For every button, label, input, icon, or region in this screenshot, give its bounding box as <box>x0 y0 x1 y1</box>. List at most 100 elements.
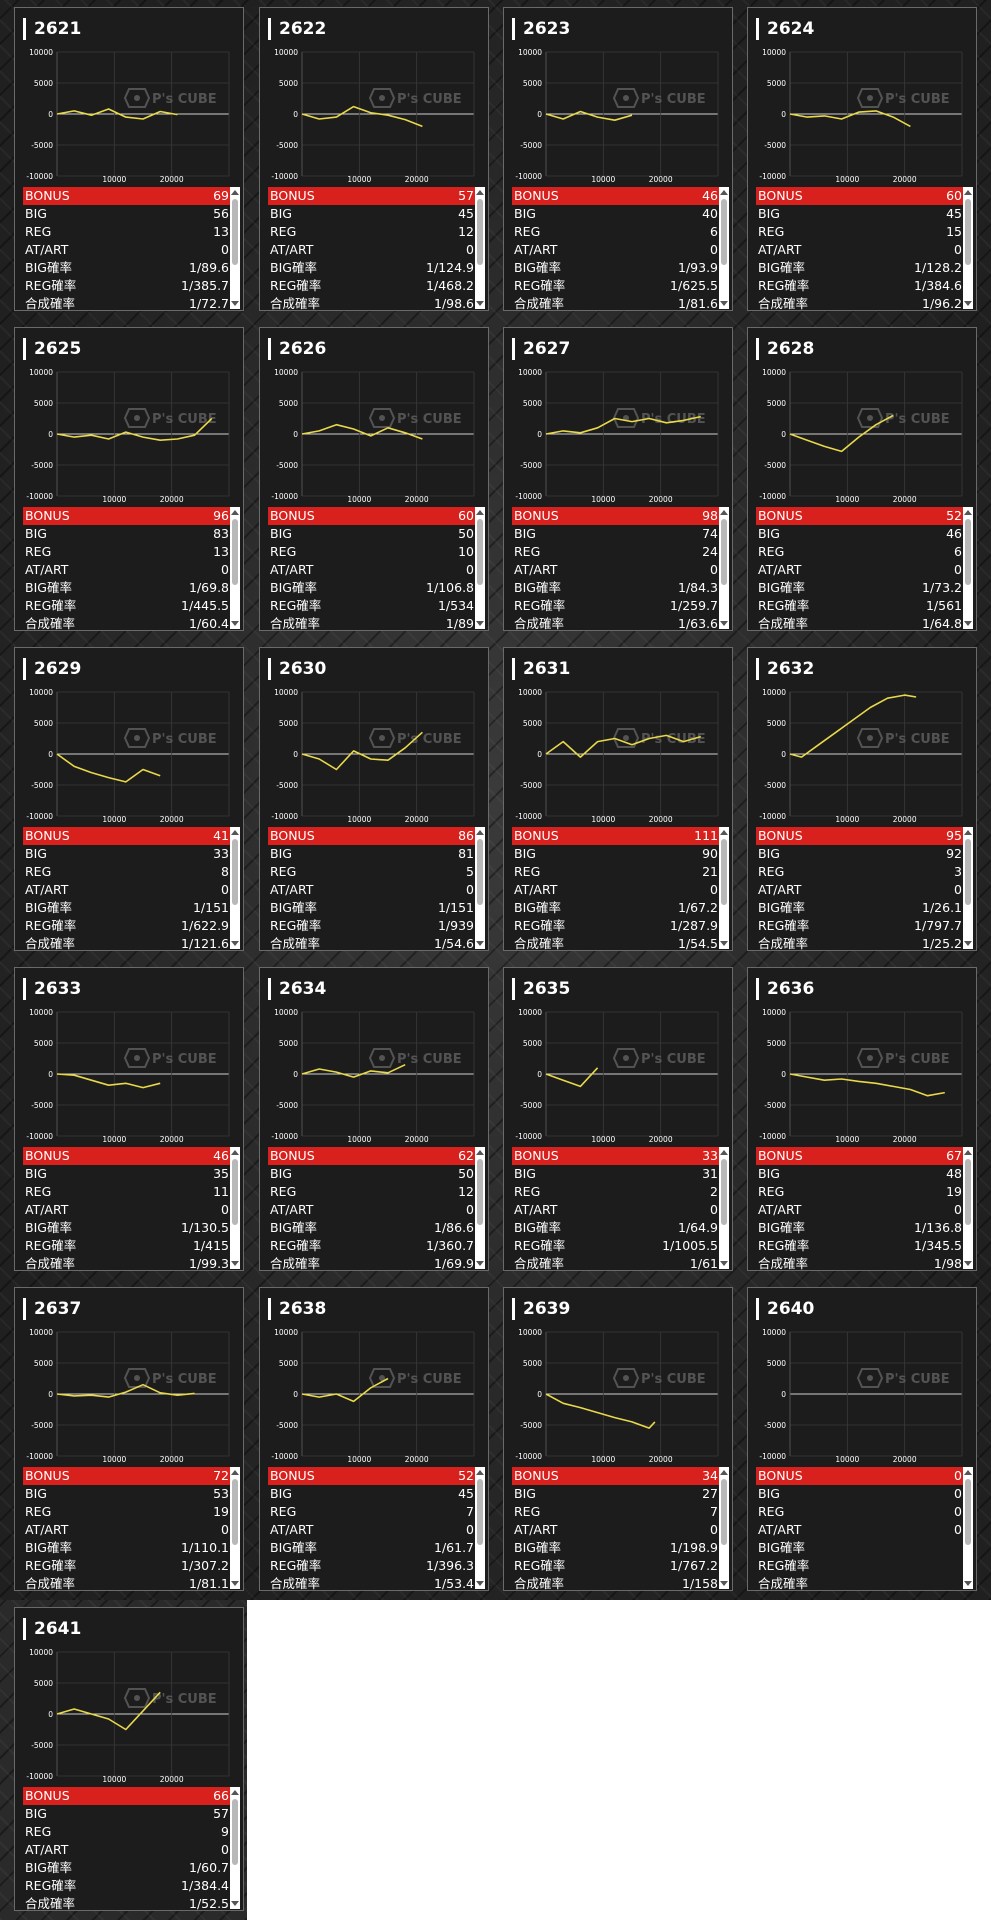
scroll-down-icon[interactable] <box>231 621 239 626</box>
scroll-thumb[interactable] <box>477 1159 483 1225</box>
scroll-down-icon[interactable] <box>964 301 972 306</box>
machine-panel-2634[interactable]: 2634 10000 5000 0 -5000 -10000 10000 20000 P's C… <box>259 967 489 1271</box>
scroll-up-icon[interactable] <box>964 510 972 515</box>
scroll-up-icon[interactable] <box>720 1150 728 1155</box>
stats-scrollbar[interactable] <box>475 827 485 949</box>
machine-panel-2627[interactable]: 2627 10000 5000 0 -5000 -10000 10000 20000 P's C… <box>503 327 733 631</box>
scroll-down-icon[interactable] <box>964 1261 972 1266</box>
stats-scrollbar[interactable] <box>230 827 240 949</box>
scroll-up-icon[interactable] <box>964 830 972 835</box>
machine-panel-2638[interactable]: 2638 10000 5000 0 -5000 -10000 10000 20000 P's C… <box>259 1287 489 1591</box>
scroll-up-icon[interactable] <box>964 1150 972 1155</box>
scroll-up-icon[interactable] <box>476 1150 484 1155</box>
stats-scrollbar[interactable] <box>963 1467 973 1589</box>
machine-panel-2635[interactable]: 2635 10000 5000 0 -5000 -10000 10000 20000 P's C… <box>503 967 733 1271</box>
scroll-thumb[interactable] <box>965 199 971 265</box>
scroll-thumb[interactable] <box>721 519 727 585</box>
scroll-thumb[interactable] <box>232 839 238 905</box>
machine-panel-2637[interactable]: 2637 10000 5000 0 -5000 -10000 10000 20000 P's C… <box>14 1287 244 1591</box>
scroll-thumb[interactable] <box>721 1159 727 1225</box>
scroll-thumb[interactable] <box>965 1479 971 1545</box>
stats-scrollbar[interactable] <box>475 1147 485 1269</box>
machine-panel-2636[interactable]: 2636 10000 5000 0 -5000 -10000 10000 20000 P's C… <box>747 967 977 1271</box>
stats-scrollbar[interactable] <box>719 1467 729 1589</box>
stats-scrollbar[interactable] <box>963 187 973 309</box>
scroll-down-icon[interactable] <box>720 621 728 626</box>
stats-scrollbar[interactable] <box>963 827 973 949</box>
machine-panel-2629[interactable]: 2629 10000 5000 0 -5000 -10000 10000 20000 P's C… <box>14 647 244 951</box>
scroll-thumb[interactable] <box>477 519 483 585</box>
stats-scrollbar[interactable] <box>230 187 240 309</box>
scroll-thumb[interactable] <box>721 839 727 905</box>
stats-scrollbar[interactable] <box>963 1147 973 1269</box>
machine-panel-2628[interactable]: 2628 10000 5000 0 -5000 -10000 10000 20000 P's C… <box>747 327 977 631</box>
machine-panel-2641[interactable]: 2641 10000 5000 0 -5000 -10000 10000 20000 P's C… <box>14 1607 244 1911</box>
scroll-thumb[interactable] <box>965 519 971 585</box>
scroll-thumb[interactable] <box>232 519 238 585</box>
scroll-up-icon[interactable] <box>476 830 484 835</box>
scroll-up-icon[interactable] <box>231 1790 239 1795</box>
scroll-down-icon[interactable] <box>720 1261 728 1266</box>
scroll-down-icon[interactable] <box>720 1581 728 1586</box>
scroll-down-icon[interactable] <box>231 1901 239 1906</box>
scroll-down-icon[interactable] <box>231 1581 239 1586</box>
machine-panel-2621[interactable]: 2621 10000 5000 0 -5000 -10000 10000 20000 P's C… <box>14 7 244 311</box>
machine-panel-2624[interactable]: 2624 10000 5000 0 -5000 -10000 10000 20000 P's C… <box>747 7 977 311</box>
scroll-thumb[interactable] <box>477 839 483 905</box>
scroll-thumb[interactable] <box>721 199 727 265</box>
scroll-down-icon[interactable] <box>720 941 728 946</box>
stats-scrollbar[interactable] <box>719 1147 729 1269</box>
machine-panel-2625[interactable]: 2625 10000 5000 0 -5000 -10000 10000 20000 P's C… <box>14 327 244 631</box>
scroll-down-icon[interactable] <box>964 621 972 626</box>
stats-scrollbar[interactable] <box>230 1147 240 1269</box>
scroll-up-icon[interactable] <box>720 510 728 515</box>
scroll-down-icon[interactable] <box>476 621 484 626</box>
stats-scrollbar[interactable] <box>719 187 729 309</box>
scroll-down-icon[interactable] <box>476 301 484 306</box>
machine-panel-2631[interactable]: 2631 10000 5000 0 -5000 -10000 10000 20000 P's C… <box>503 647 733 951</box>
stats-scrollbar[interactable] <box>475 507 485 629</box>
scroll-down-icon[interactable] <box>231 1261 239 1266</box>
scroll-up-icon[interactable] <box>231 1470 239 1475</box>
scroll-thumb[interactable] <box>965 1159 971 1225</box>
scroll-up-icon[interactable] <box>720 190 728 195</box>
scroll-up-icon[interactable] <box>476 1470 484 1475</box>
scroll-down-icon[interactable] <box>720 301 728 306</box>
scroll-up-icon[interactable] <box>964 190 972 195</box>
scroll-down-icon[interactable] <box>231 941 239 946</box>
scroll-thumb[interactable] <box>232 1159 238 1225</box>
machine-panel-2633[interactable]: 2633 10000 5000 0 -5000 -10000 10000 20000 P's C… <box>14 967 244 1271</box>
machine-panel-2630[interactable]: 2630 10000 5000 0 -5000 -10000 10000 20000 P's C… <box>259 647 489 951</box>
stats-scrollbar[interactable] <box>719 507 729 629</box>
scroll-thumb[interactable] <box>232 199 238 265</box>
stats-scrollbar[interactable] <box>230 1787 240 1909</box>
scroll-up-icon[interactable] <box>231 1150 239 1155</box>
scroll-up-icon[interactable] <box>231 830 239 835</box>
machine-panel-2626[interactable]: 2626 10000 5000 0 -5000 -10000 10000 20000 P's C… <box>259 327 489 631</box>
scroll-up-icon[interactable] <box>476 190 484 195</box>
scroll-down-icon[interactable] <box>231 301 239 306</box>
scroll-thumb[interactable] <box>477 199 483 265</box>
scroll-down-icon[interactable] <box>964 1581 972 1586</box>
machine-panel-2623[interactable]: 2623 10000 5000 0 -5000 -10000 10000 20000 P's C… <box>503 7 733 311</box>
scroll-down-icon[interactable] <box>964 941 972 946</box>
scroll-thumb[interactable] <box>232 1479 238 1545</box>
machine-panel-2622[interactable]: 2622 10000 5000 0 -5000 -10000 10000 20000 P's C… <box>259 7 489 311</box>
scroll-up-icon[interactable] <box>476 510 484 515</box>
scroll-thumb[interactable] <box>721 1479 727 1545</box>
stats-scrollbar[interactable] <box>719 827 729 949</box>
scroll-thumb[interactable] <box>232 1799 238 1865</box>
scroll-up-icon[interactable] <box>720 1470 728 1475</box>
scroll-up-icon[interactable] <box>231 510 239 515</box>
stats-scrollbar[interactable] <box>475 187 485 309</box>
machine-panel-2639[interactable]: 2639 10000 5000 0 -5000 -10000 10000 20000 P's C… <box>503 1287 733 1591</box>
machine-panel-2632[interactable]: 2632 10000 5000 0 -5000 -10000 10000 20000 P's C… <box>747 647 977 951</box>
scroll-thumb[interactable] <box>965 839 971 905</box>
scroll-up-icon[interactable] <box>964 1470 972 1475</box>
stats-scrollbar[interactable] <box>475 1467 485 1589</box>
machine-panel-2640[interactable]: 2640 10000 5000 0 -5000 -10000 10000 20000 P's C… <box>747 1287 977 1591</box>
scroll-up-icon[interactable] <box>720 830 728 835</box>
scroll-down-icon[interactable] <box>476 1581 484 1586</box>
stats-scrollbar[interactable] <box>230 507 240 629</box>
scroll-thumb[interactable] <box>477 1479 483 1545</box>
